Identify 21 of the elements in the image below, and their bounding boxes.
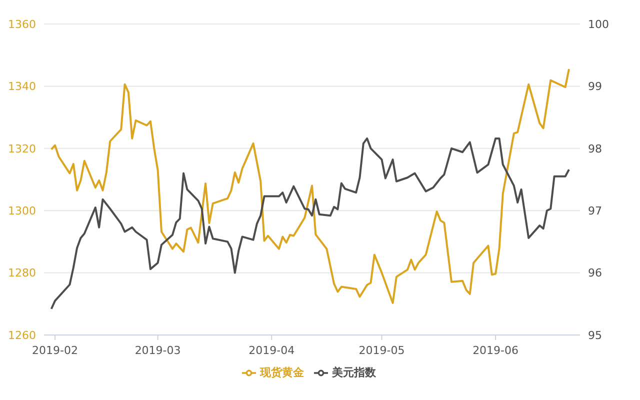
y-tick-label: 1340	[8, 80, 36, 94]
x-tick-label: 2019-06	[472, 344, 519, 357]
y-tick-label: 1260	[8, 328, 36, 342]
y2-tick-label: 99	[588, 80, 602, 94]
y2-tick-label: 100	[588, 18, 609, 31]
x-tick-label: 2019-05	[358, 344, 405, 357]
y2-tick-label: 95	[588, 328, 602, 342]
y-tick-label: 1280	[8, 266, 36, 280]
x-tick-label: 2019-03	[134, 344, 181, 357]
y2-tick-label: 98	[588, 142, 602, 156]
y-tick-label: 1320	[8, 142, 36, 156]
line-series	[50, 137, 570, 310]
x-tick-label: 2019-02	[32, 344, 78, 357]
y-tick-label: 1360	[8, 18, 36, 31]
y2-tick-label: 96	[588, 266, 602, 280]
line-series	[50, 68, 570, 304]
legend-label: 美元指数	[332, 366, 376, 379]
y-tick-label: 1300	[8, 204, 36, 218]
legend-label: 现货黄金	[260, 366, 304, 379]
y2-tick-label: 97	[588, 204, 602, 218]
x-tick-label: 2019-04	[248, 344, 295, 357]
